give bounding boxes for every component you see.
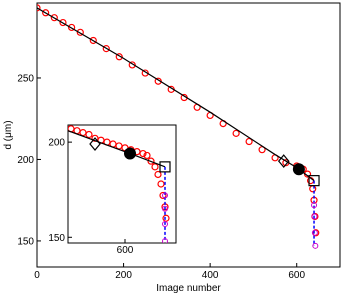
data-point [102, 45, 110, 53]
data-point [151, 163, 159, 171]
data-point [68, 23, 76, 32]
data-point [157, 180, 165, 188]
data-point [232, 129, 240, 137]
data-point [128, 61, 136, 69]
data-point [311, 213, 318, 220]
data-point [162, 220, 168, 227]
y-tick-label: 150 [17, 236, 34, 247]
square-marker [159, 161, 171, 173]
data-point [59, 18, 67, 27]
data-point [115, 53, 123, 61]
plot [37, 4, 320, 249]
x-axis-label: Image number [156, 283, 221, 293]
dot-marker [124, 147, 136, 160]
y-tick-label: 150 [48, 233, 65, 244]
y-tick-label: 200 [17, 155, 34, 166]
y-axis-label: d (μm) [3, 120, 14, 149]
data-point [76, 28, 84, 36]
data-point [147, 157, 155, 165]
data-point [143, 151, 151, 160]
x-tick-label: 600 [288, 270, 305, 281]
x-tick-label: 0 [34, 270, 40, 281]
data-point [42, 9, 50, 17]
data-point [311, 202, 318, 209]
plot-area [67, 124, 177, 244]
data-point [162, 238, 168, 243]
data-point [162, 192, 168, 199]
y-tick-label: 250 [17, 73, 34, 84]
dot-marker [292, 163, 305, 176]
data-point [139, 149, 147, 158]
y-tick-label: 200 [48, 138, 65, 149]
data-point [37, 4, 41, 12]
diamond-marker [89, 137, 101, 151]
x-tick-label: 200 [115, 270, 132, 281]
diamond-marker [277, 154, 290, 169]
data-point [311, 229, 318, 236]
data-point [312, 242, 319, 249]
plot [68, 125, 171, 243]
data-point [85, 130, 93, 139]
data-point [50, 14, 58, 22]
data-point [159, 191, 167, 200]
data-point [154, 170, 162, 179]
data-point [89, 36, 97, 45]
data-point [245, 137, 253, 146]
data-point [162, 205, 168, 212]
x-tick-label: 600 [117, 245, 134, 256]
x-tick-label: 400 [202, 270, 219, 281]
square-marker [308, 175, 320, 187]
